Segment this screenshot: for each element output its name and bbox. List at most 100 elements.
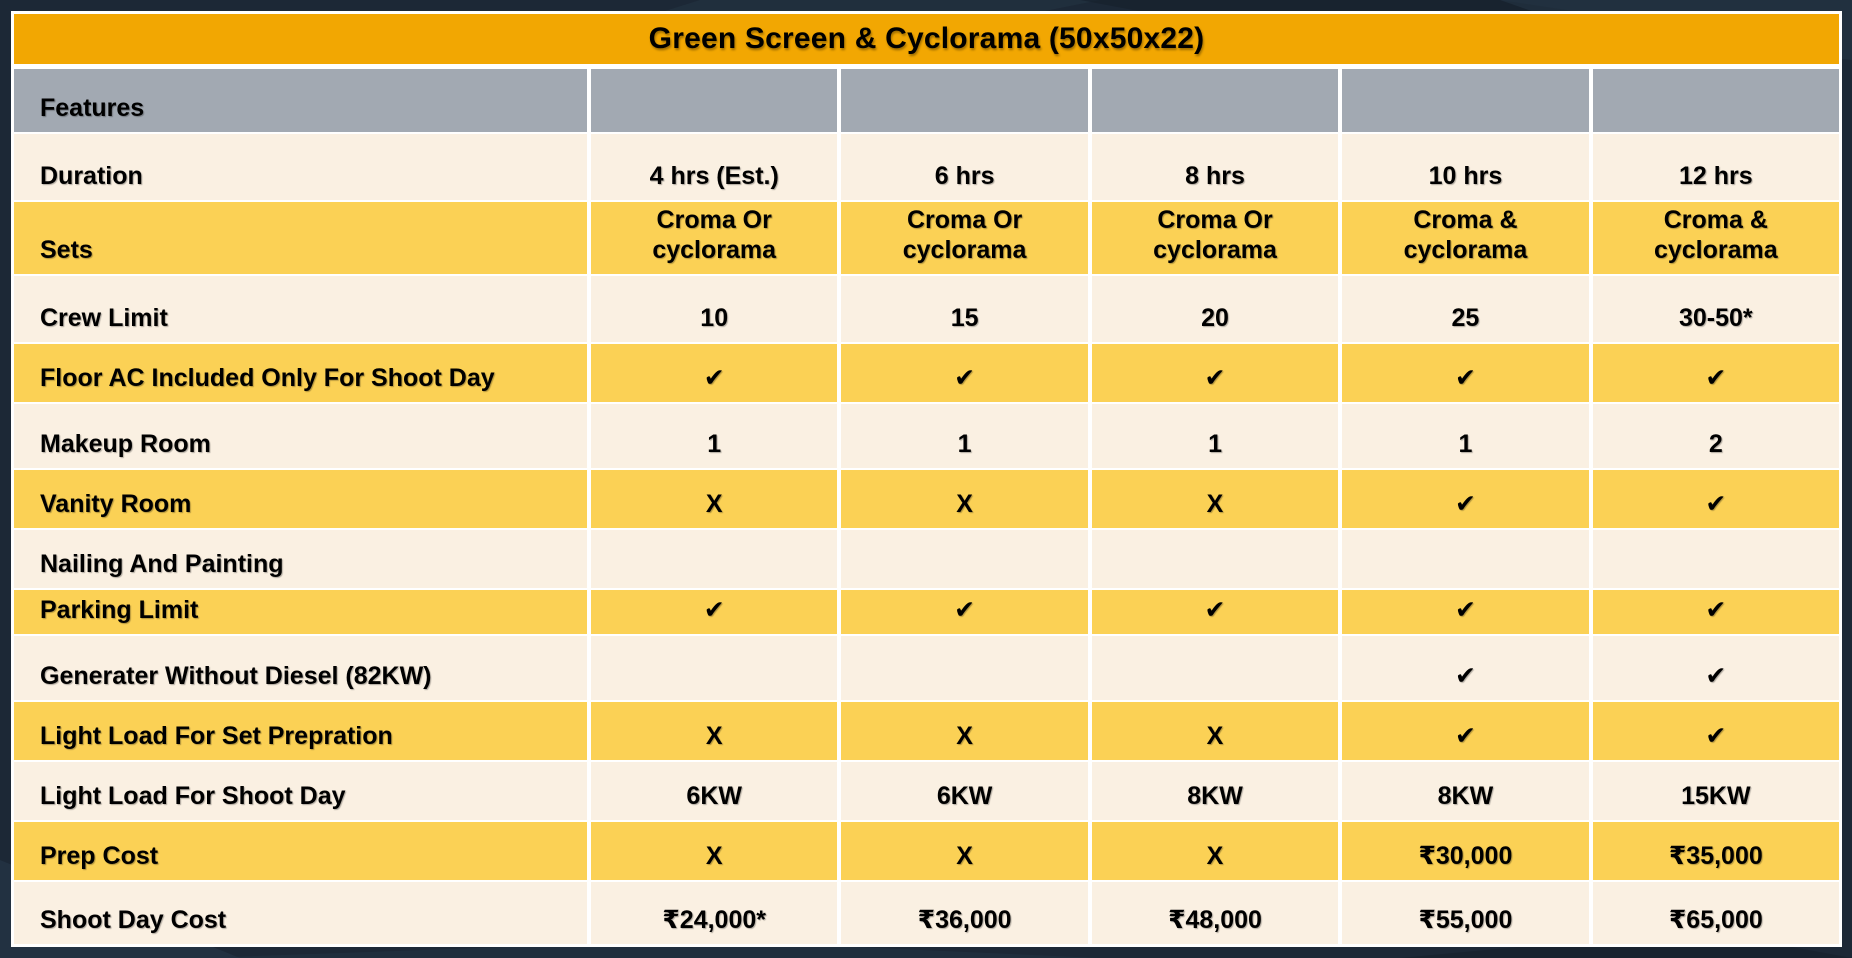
feature-cell: Parking Limit [14,590,587,634]
value-cell check-cell: ✔ [1592,470,1840,528]
value-cell: X [1091,822,1339,880]
pricing-table-card: Green Screen & Cyclorama (50x50x22) Feat… [11,11,1842,947]
value-cell check-cell: ✔ [1342,470,1589,528]
value-cell: Croma & cyclorama [1592,202,1840,274]
header-cell [1592,69,1840,132]
value-cell: ₹55,000 [1342,882,1589,944]
value-cell check-cell: ✔ [1342,590,1589,634]
table-row-generator: Generater Without Diesel (82KW) ✔ ✔ [14,636,1840,700]
table-header-row: Features [14,69,1840,132]
value-cell: 6 hrs [841,134,1088,200]
feature-cell: Floor AC Included Only For Shoot Day [14,344,587,402]
value-cell: 8 hrs [1091,134,1339,200]
table-row-parking-limit: Parking Limit ✔ ✔ ✔ ✔ ✔ [14,590,1840,634]
value-cell: 2 [1592,404,1840,468]
value-cell check-cell: ✔ [1342,636,1589,700]
feature-cell: Vanity Room [14,470,587,528]
value-cell [1342,530,1589,588]
value-cell: X [841,702,1088,760]
header-cell [841,69,1088,132]
value-cell check-cell: ✔ [591,344,838,402]
table-row-light-load-shoot: Light Load For Shoot Day 6KW 6KW 8KW 8KW… [14,762,1840,820]
value-cell: 8KW [1091,762,1339,820]
value-cell check-cell: ✔ [1592,702,1840,760]
value-cell: ₹48,000 [1091,882,1339,944]
value-cell: 30-50* [1592,276,1840,342]
value-cell: 10 [591,276,838,342]
value-cell: 25 [1342,276,1589,342]
header-cell [1342,69,1589,132]
value-cell: ₹36,000 [841,882,1088,944]
value-cell: Croma Or cyclorama [841,202,1088,274]
value-cell check-cell: ✔ [841,590,1088,634]
value-cell: ₹24,000* [591,882,838,944]
value-cell: 6KW [841,762,1088,820]
value-cell: Croma & cyclorama [1342,202,1589,274]
value-cell [1091,530,1339,588]
value-cell [1592,530,1840,588]
table-row-prep-cost: Prep Cost X X X ₹30,000 ₹35,000 [14,822,1840,880]
feature-cell: Light Load For Set Prepration [14,702,587,760]
value-cell: Croma Or cyclorama [591,202,838,274]
feature-cell: Prep Cost [14,822,587,880]
value-cell: 10 hrs [1342,134,1589,200]
header-cell [591,69,838,132]
value-cell check-cell: ✔ [1342,344,1589,402]
table-row-duration: Duration 4 hrs (Est.) 6 hrs 8 hrs 10 hrs… [14,134,1840,200]
value-cell check-cell: ✔ [1592,590,1840,634]
value-cell: 1 [841,404,1088,468]
header-cell [1091,69,1339,132]
value-cell: 1 [1342,404,1589,468]
feature-cell: Generater Without Diesel (82KW) [14,636,587,700]
feature-cell: Shoot Day Cost [14,882,587,944]
value-cell: X [1091,470,1339,528]
value-cell: 15KW [1592,762,1840,820]
table-title-bar: Green Screen & Cyclorama (50x50x22) [14,14,1839,64]
value-cell: 20 [1091,276,1339,342]
value-cell: ₹65,000 [1592,882,1840,944]
table-row-vanity-room: Vanity Room X X X ✔ ✔ [14,470,1840,528]
feature-cell: Makeup Room [14,404,587,468]
value-cell: X [591,470,838,528]
table-title: Green Screen & Cyclorama (50x50x22) [648,22,1205,55]
table-row-floor-ac: Floor AC Included Only For Shoot Day ✔ ✔… [14,344,1840,402]
table-row-shoot-day-cost: Shoot Day Cost ₹24,000* ₹36,000 ₹48,000 … [14,882,1840,944]
value-cell [841,530,1088,588]
value-cell check-cell: ✔ [591,590,838,634]
value-cell: 1 [591,404,838,468]
value-cell [591,636,838,700]
value-cell check-cell: ✔ [1342,702,1589,760]
feature-cell: Crew Limit [14,276,587,342]
pricing-table: Features Duration 4 hrs (Est.) 6 hrs 8 h… [14,69,1840,944]
value-cell check-cell: ✔ [1091,344,1339,402]
table-row-light-load-prep: Light Load For Set Prepration X X X ✔ ✔ [14,702,1840,760]
feature-cell: Sets [14,202,587,274]
table-row-crew-limit: Crew Limit 10 15 20 25 30-50* [14,276,1840,342]
value-cell: ₹30,000 [1342,822,1589,880]
table-row-makeup-room: Makeup Room 1 1 1 1 2 [14,404,1840,468]
value-cell: Croma Or cyclorama [1091,202,1339,274]
feature-cell: Nailing And Painting [14,530,587,588]
value-cell [1091,636,1339,700]
value-cell: 15 [841,276,1088,342]
value-cell [591,530,838,588]
value-cell: X [591,822,838,880]
value-cell: 8KW [1342,762,1589,820]
value-cell: 6KW [591,762,838,820]
table-row-sets: Sets Croma Or cyclorama Croma Or cyclora… [14,202,1840,274]
value-cell: 12 hrs [1592,134,1840,200]
feature-header-cell: Features [14,69,587,132]
value-cell check-cell: ✔ [1592,344,1840,402]
value-cell: 4 hrs (Est.) [591,134,838,200]
value-cell: X [841,822,1088,880]
table-row-nailing-painting: Nailing And Painting [14,530,1840,588]
value-cell: X [591,702,838,760]
value-cell: ₹35,000 [1592,822,1840,880]
value-cell check-cell: ✔ [841,344,1088,402]
value-cell check-cell: ✔ [1592,636,1840,700]
value-cell: X [1091,702,1339,760]
feature-cell: Duration [14,134,587,200]
feature-cell: Light Load For Shoot Day [14,762,587,820]
value-cell: 1 [1091,404,1339,468]
value-cell [841,636,1088,700]
